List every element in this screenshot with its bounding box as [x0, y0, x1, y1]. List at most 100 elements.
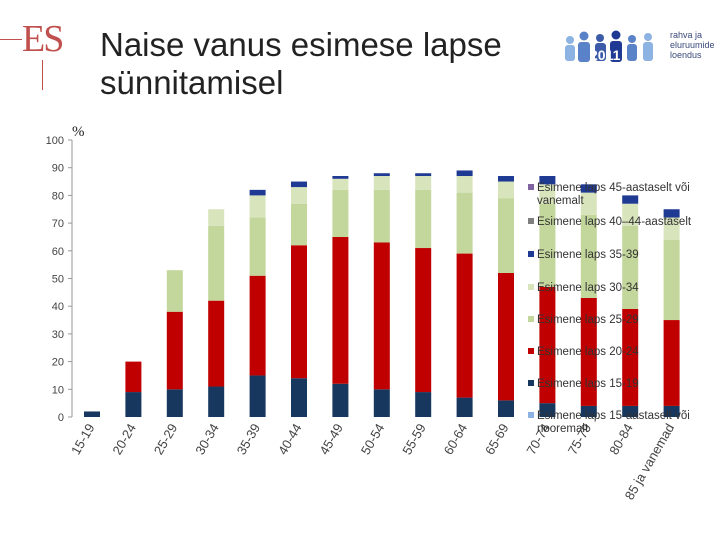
bar-segment: [663, 320, 680, 406]
bar-segment: [249, 217, 266, 276]
bar-segment: [498, 176, 514, 182]
bar-segment: [663, 209, 680, 218]
bar-segment: [456, 192, 473, 254]
bar-segment: [125, 392, 142, 417]
bar-segment: [456, 170, 473, 177]
brand-line: eluruumide: [670, 40, 715, 50]
bar-segment: [291, 203, 307, 246]
bar-segment: [539, 286, 556, 404]
bar-segment: [373, 176, 390, 190]
bar-segment: [498, 198, 514, 273]
bar-segment: [663, 217, 680, 240]
bar-segment: [373, 389, 390, 417]
legend-swatch: [528, 184, 534, 190]
brand-line: rahva ja: [670, 30, 703, 40]
bar-segment: [249, 189, 266, 196]
legend-label-line: Esimene laps 15-aastaselt või: [537, 410, 690, 422]
bar-segment: [291, 187, 307, 204]
bar-segment: [498, 272, 514, 401]
bar-segment: [249, 195, 266, 218]
bar-segment: [539, 176, 556, 185]
x-tick-label: 20-24: [109, 421, 139, 457]
y-tick-label: 30: [52, 329, 64, 341]
bar-segment: [580, 184, 597, 193]
bar-segment: [539, 203, 556, 287]
legend-label: Esimene laps 25-29: [537, 314, 639, 326]
x-tick-label: 50-54: [358, 421, 388, 457]
y-tick-label: 10: [52, 384, 64, 396]
bar-segment: [456, 253, 473, 398]
legend-swatch: [528, 218, 534, 224]
x-tick-label: 40-44: [275, 421, 305, 457]
brand-line: loendus: [670, 50, 702, 60]
x-tick-label: 60-64: [441, 421, 471, 457]
bar-segment: [580, 214, 597, 298]
bar-segment: [622, 308, 639, 406]
x-tick-label: 15-19: [68, 421, 98, 457]
x-tick-label: 25-29: [151, 421, 181, 457]
x-tick-label: 55-59: [399, 421, 429, 457]
bar-segment: [539, 184, 556, 204]
bar-segment: [208, 225, 225, 301]
legend-label: Esimene laps 15-aastaselt või nooremalt: [537, 410, 690, 435]
logo-glyph: ES: [22, 18, 64, 60]
legend-swatch: [528, 380, 534, 386]
bar-segment: [373, 173, 390, 177]
es-logo: ES: [0, 18, 64, 90]
y-tick-label: 80: [52, 190, 64, 202]
bar-segment: [291, 181, 307, 188]
legend-label: Esimene laps 35-39: [537, 249, 639, 261]
bar-segment: [663, 405, 680, 417]
bar-segment: [622, 225, 639, 309]
legend-swatch: [528, 348, 534, 354]
bar-segment: [332, 383, 349, 417]
bar-segment: [332, 176, 349, 179]
bar-segment: [539, 403, 556, 417]
legend-label-line: Esimene laps 45-aastaselt või: [537, 182, 690, 194]
bar-segment: [332, 178, 349, 190]
x-tick-label: 80-84: [606, 421, 636, 457]
bar-segment: [332, 189, 349, 237]
bar-segment: [249, 375, 266, 417]
bar-segment: [498, 181, 514, 199]
bar-segment: [622, 195, 639, 204]
x-tick-label: 30-34: [192, 421, 222, 457]
bar-segment: [208, 209, 225, 226]
legend-label-line: nooremalt: [537, 423, 589, 435]
bar-segment: [580, 297, 597, 406]
bar-segment: [166, 270, 183, 312]
bar-segment: [373, 189, 390, 243]
bar-segment: [166, 311, 183, 390]
bar-segment: [373, 242, 390, 390]
bar-segment: [456, 397, 473, 417]
legend-label: Esimene laps 45-aastaselt või vanemalt: [537, 182, 690, 207]
bar-segment: [415, 248, 432, 393]
legend-swatch: [528, 251, 534, 257]
bar-segment: [208, 300, 225, 387]
y-tick-label: 50: [52, 274, 64, 286]
bar-segment: [663, 239, 680, 321]
legend-swatch: [528, 284, 534, 290]
census-people-icon: 2011: [565, 30, 653, 63]
logo-rule-horizontal: [0, 39, 22, 40]
census-logo-text: rahva ja eluruumide loendus: [670, 30, 715, 60]
page-title: Naise vanus esimese lapse sünnitamisel: [100, 26, 502, 101]
bar-segment: [208, 386, 225, 417]
legend-label: Esimene laps 20-24: [537, 346, 639, 358]
bar-segment: [166, 389, 183, 417]
bar-segment: [291, 245, 307, 379]
y-tick-label: 20: [52, 357, 64, 369]
legend: Esimene laps 45-aastaselt või vanemaltEsi…: [528, 182, 692, 435]
bar-segment: [415, 392, 432, 417]
bar-segment: [84, 411, 100, 417]
logo-rule-vertical: [42, 60, 43, 90]
bar-segment: [291, 378, 307, 417]
legend-label-line: vanemalt: [537, 195, 584, 207]
bar-segment: [580, 192, 597, 215]
y-tick-label: 100: [46, 135, 64, 147]
bar-segment: [622, 203, 639, 226]
bars: [84, 170, 680, 417]
bar-segment: [622, 405, 639, 417]
legend-label: Esimene laps 30-34: [537, 282, 639, 294]
